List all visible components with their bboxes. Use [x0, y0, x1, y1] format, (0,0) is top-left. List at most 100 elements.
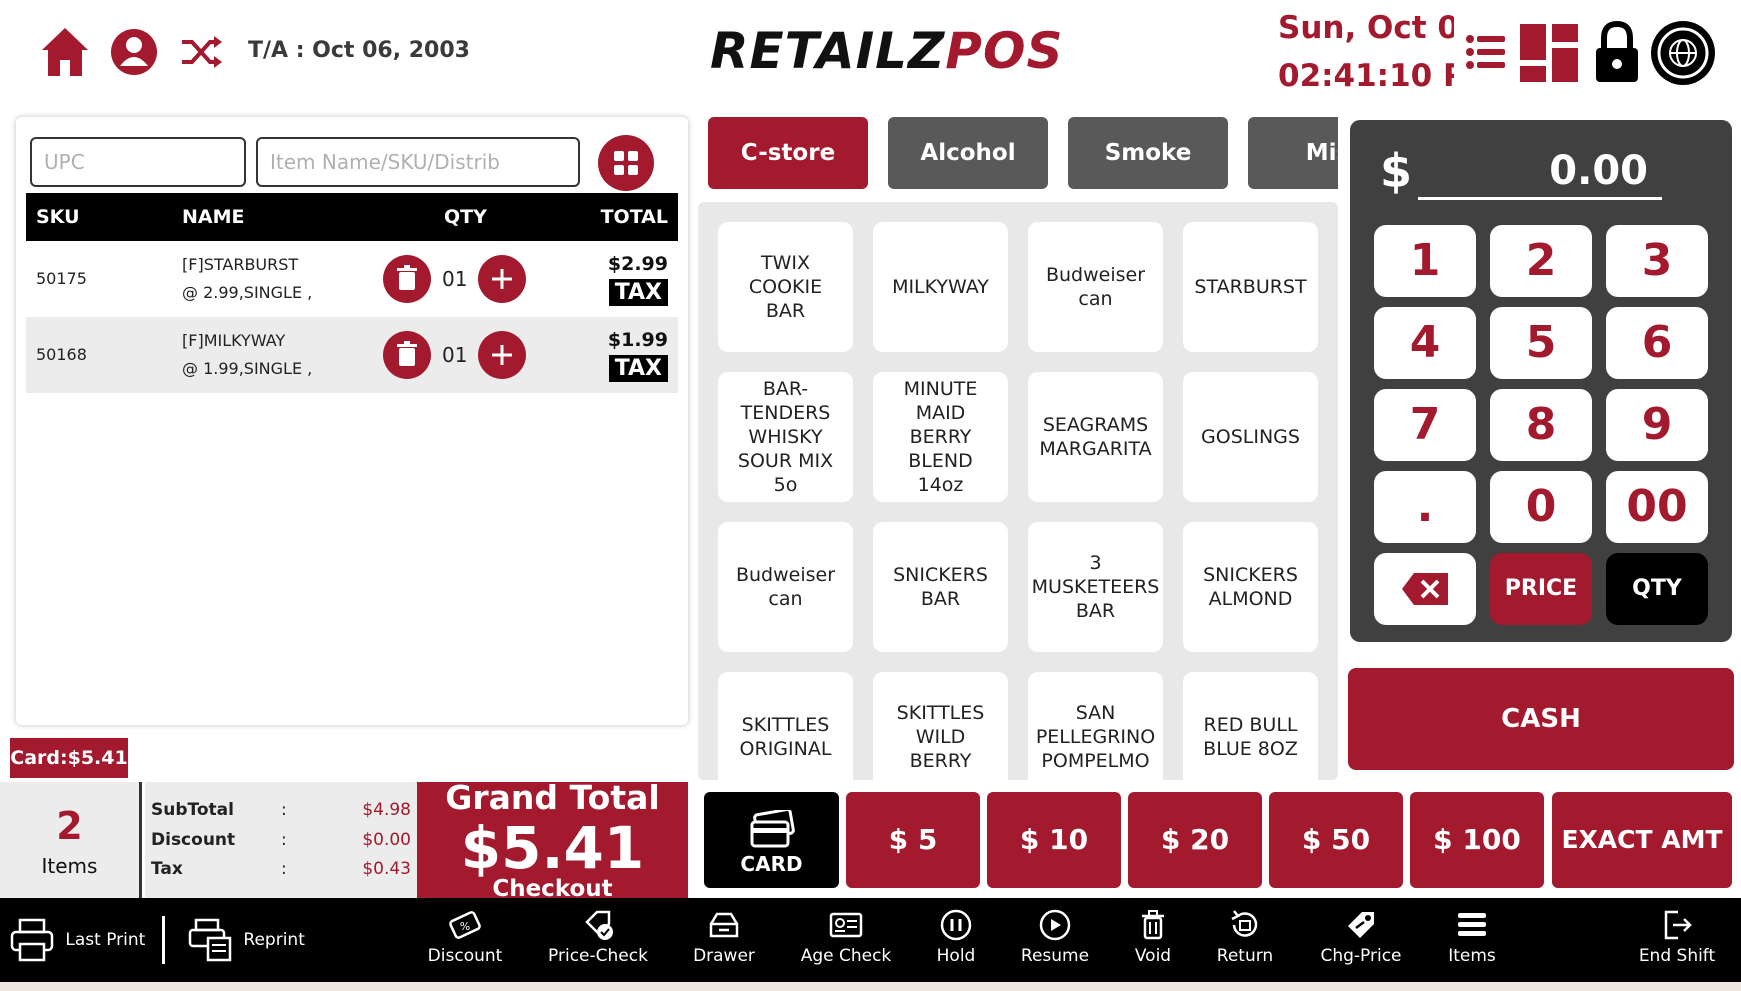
discount-button[interactable]: % Discount: [420, 908, 510, 966]
table-row[interactable]: 50168 [F]MILKYWAY @ 1.99,SINGLE , 01 $1.…: [26, 317, 678, 393]
grid-view-button[interactable]: [598, 135, 654, 191]
toolbar-divider: [162, 916, 165, 964]
tender-50-button[interactable]: $ 50: [1269, 792, 1403, 888]
card-tender-button[interactable]: CARD: [704, 792, 839, 888]
qty-button[interactable]: QTY: [1606, 553, 1708, 625]
table-row[interactable]: 50175 [F]STARBURST @ 2.99,SINGLE , 01 $2…: [26, 241, 678, 317]
category-tabs: C-store Alcohol Smoke Mis: [700, 113, 1338, 193]
tender-100-button[interactable]: $ 100: [1410, 792, 1544, 888]
shuffle-icon[interactable]: [180, 32, 224, 76]
product-tile[interactable]: Budweiser can: [718, 522, 853, 652]
items-button[interactable]: Items: [1446, 908, 1498, 966]
dashboard-icon[interactable]: [1520, 24, 1578, 86]
trash-icon: [397, 341, 417, 366]
key-3[interactable]: 3: [1606, 225, 1708, 297]
product-tile[interactable]: SKITTLES ORIGINAL: [718, 672, 853, 780]
key-4[interactable]: 4: [1374, 307, 1476, 379]
item-search-input[interactable]: [256, 137, 580, 187]
card-payment-badge: Card:$5.41: [10, 738, 128, 778]
id-card-icon: [829, 912, 863, 938]
key-1[interactable]: 1: [1374, 225, 1476, 297]
product-tile[interactable]: GOSLINGS: [1183, 372, 1318, 502]
void-button[interactable]: Void: [1132, 908, 1174, 966]
product-tile[interactable]: SEAGRAMS MARGARITA: [1028, 372, 1163, 502]
grand-total-label: Grand Total: [445, 782, 660, 817]
grand-total-value: $5.41: [460, 814, 645, 882]
return-box-icon: [1231, 910, 1258, 937]
user-profile-icon[interactable]: [110, 28, 158, 80]
product-tile[interactable]: MINUTE MAID BERRY BLEND 14oz: [873, 372, 1008, 502]
key-7[interactable]: 7: [1374, 389, 1476, 461]
key-decimal[interactable]: .: [1374, 471, 1476, 543]
product-tile[interactable]: TWIX COOKIE BAR: [718, 222, 853, 352]
key-6[interactable]: 6: [1606, 307, 1708, 379]
cash-button[interactable]: CASH: [1348, 668, 1734, 770]
delete-item-button[interactable]: [383, 255, 431, 303]
age-check-button[interactable]: Age Check: [798, 908, 894, 966]
price-check-button[interactable]: Price-Check: [543, 908, 653, 966]
increase-qty-button[interactable]: [478, 255, 526, 303]
row-detail: @ 1.99,SINGLE ,: [182, 359, 313, 378]
tab-alcohol[interactable]: Alcohol: [888, 117, 1048, 189]
row-total: $2.99: [607, 253, 668, 275]
product-tile[interactable]: SNICKERS BAR: [873, 522, 1008, 652]
row-name: [F]STARBURST: [182, 255, 299, 274]
tab-misc[interactable]: Mis: [1248, 117, 1338, 189]
col-qty: QTY: [444, 206, 487, 228]
cart-table-header: SKU NAME QTY TOTAL: [26, 193, 678, 241]
date-time-display: Sun, Oct 0 02:41:10 PM: [1278, 6, 1454, 102]
exact-amount-button[interactable]: EXACT AMT: [1552, 792, 1732, 888]
trash-icon: [397, 265, 417, 290]
key-2[interactable]: 2: [1490, 225, 1592, 297]
tab-c-store[interactable]: C-store: [708, 117, 868, 189]
upc-input[interactable]: [30, 137, 246, 187]
change-price-button[interactable]: Chg-Price: [1316, 908, 1406, 966]
reprint-button[interactable]: Reprint: [188, 918, 305, 962]
product-tile[interactable]: Budweiser can: [1028, 222, 1163, 352]
tender-20-button[interactable]: $ 20: [1128, 792, 1262, 888]
resume-button[interactable]: Resume: [1020, 908, 1090, 966]
product-tile[interactable]: 3 MUSKETEERS BAR: [1028, 522, 1163, 652]
row-total: $1.99: [607, 329, 668, 351]
tab-smoke[interactable]: Smoke: [1068, 117, 1228, 189]
last-print-button[interactable]: Last Print: [10, 918, 145, 962]
amount-display[interactable]: 0.00: [1418, 148, 1662, 200]
product-grid: TWIX COOKIE BAR MILKYWAY Budweiser can S…: [698, 202, 1338, 780]
return-button[interactable]: Return: [1214, 908, 1276, 966]
product-tile[interactable]: RED BULL BLUE 8OZ: [1183, 672, 1318, 780]
hold-button[interactable]: Hold: [930, 908, 982, 966]
row-sku: 50168: [36, 345, 87, 364]
lock-icon[interactable]: [1594, 20, 1640, 88]
end-shift-button[interactable]: End Shift: [1636, 908, 1718, 966]
home-icon[interactable]: [40, 26, 90, 82]
product-tile[interactable]: STARBURST: [1183, 222, 1318, 352]
price-button[interactable]: PRICE: [1490, 553, 1592, 625]
menu-list-icon[interactable]: [1466, 34, 1506, 74]
product-tile[interactable]: SNICKERS ALMOND: [1183, 522, 1318, 652]
price-tag-icon: [1348, 912, 1374, 938]
tender-10-button[interactable]: $ 10: [987, 792, 1121, 888]
key-00[interactable]: 00: [1606, 471, 1708, 543]
drawer-button[interactable]: Drawer: [686, 908, 762, 966]
time-text: 02:41:10 PM: [1278, 58, 1454, 94]
tender-5-button[interactable]: $ 5: [846, 792, 980, 888]
product-tile[interactable]: SAN PELLEGRINO POMPELMO: [1028, 672, 1163, 780]
bottom-toolbar: Last Print Reprint % Discount Price-Chec…: [0, 898, 1741, 982]
terminal-date: T/A : Oct 06, 2003: [248, 38, 470, 63]
backspace-button[interactable]: [1374, 553, 1476, 625]
row-detail: @ 2.99,SINGLE ,: [182, 283, 313, 302]
key-0[interactable]: 0: [1490, 471, 1592, 543]
key-8[interactable]: 8: [1490, 389, 1592, 461]
key-9[interactable]: 9: [1606, 389, 1708, 461]
key-5[interactable]: 5: [1490, 307, 1592, 379]
product-tile[interactable]: MILKYWAY: [873, 222, 1008, 352]
globe-settings-icon[interactable]: [1650, 20, 1716, 90]
increase-qty-button[interactable]: [478, 331, 526, 379]
delete-item-button[interactable]: [383, 331, 431, 379]
product-tile[interactable]: SKITTLES WILD BERRY: [873, 672, 1008, 780]
product-tile[interactable]: BAR-TENDERS WHISKY SOUR MIX 5o: [718, 372, 853, 502]
backspace-icon: [1402, 573, 1448, 605]
checkout-button[interactable]: Grand Total $5.41 Checkout: [417, 782, 688, 898]
items-count-box: 2 Items: [0, 782, 142, 898]
list-icon: [1458, 913, 1486, 936]
